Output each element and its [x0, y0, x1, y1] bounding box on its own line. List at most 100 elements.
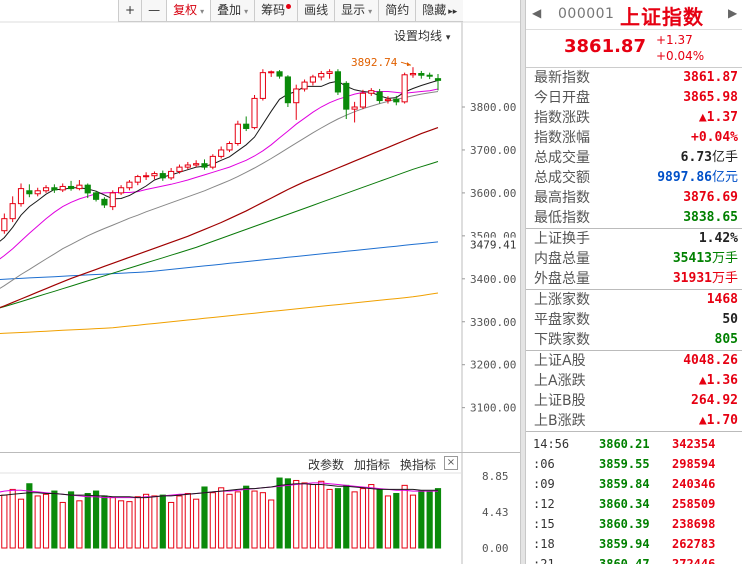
- tick-row: :12 3860.34 258509: [526, 494, 742, 514]
- switch-indicator-button[interactable]: 换指标: [400, 458, 437, 472]
- arrow-head-icon: [406, 62, 411, 67]
- stat-row: 总成交额 9897.86亿元: [526, 168, 742, 188]
- toolbar-item[interactable]: 复权 ▾: [166, 0, 211, 21]
- chevron-down-icon: ▾: [244, 7, 249, 16]
- tick-volume: 240346: [672, 477, 716, 491]
- tick-volume: 238698: [672, 517, 716, 531]
- stat-number: 264.92: [691, 393, 738, 408]
- tick-time: :06: [533, 457, 555, 471]
- volume-bar: [42, 493, 50, 549]
- breadth-stats: 上涨家数 1468 平盘家数 50 下跌家数 805: [526, 290, 742, 351]
- volume-bar: [17, 498, 25, 549]
- stat-value: 3876.69: [683, 188, 738, 208]
- tick-price: 3859.94: [599, 537, 650, 551]
- toolbar-item[interactable]: 叠加 ▾: [210, 0, 254, 21]
- stat-label: 上证A股: [534, 353, 586, 369]
- volume-bar: [351, 491, 358, 549]
- prev-stock-icon[interactable]: ◀: [532, 6, 542, 20]
- stat-value: 31931万手: [673, 269, 738, 289]
- tick-row: :18 3859.94 262783: [526, 534, 742, 554]
- next-stock-icon[interactable]: ▶: [728, 6, 738, 20]
- stat-value: 50: [722, 310, 738, 330]
- toolbar-item[interactable]: 显示 ▾: [334, 0, 378, 21]
- stat-row: 内盘总量 35413万手: [526, 249, 742, 269]
- modify-params-button[interactable]: 改参数: [308, 458, 345, 472]
- tick-volume: 272446: [672, 557, 716, 564]
- volume-bar: [151, 495, 158, 549]
- volume-bar: [51, 490, 58, 549]
- tick-row: 14:56 3860.21 342354: [526, 434, 742, 454]
- candle-body: [168, 170, 175, 179]
- stat-value: 805: [715, 330, 738, 350]
- candle-body: [409, 72, 417, 76]
- volume-bar: [359, 488, 367, 549]
- kline-chart[interactable]: 3800.003700.003600.003500.003400.003300.…: [0, 0, 520, 564]
- volume-bar: [334, 488, 342, 549]
- stat-label: 上证换手: [534, 231, 590, 247]
- stat-number: ▲1.36: [698, 373, 738, 388]
- toolbar-item[interactable]: 隐藏 ▸▸: [415, 0, 463, 21]
- toolbar-item[interactable]: 画线: [297, 0, 334, 21]
- toolbar-item-label: 显示: [341, 3, 366, 17]
- candle-body: [184, 164, 191, 168]
- ma120-line: [0, 241, 439, 280]
- candle-body: [176, 166, 183, 172]
- candle-body: [126, 181, 133, 189]
- stat-number: 6.73: [680, 150, 712, 165]
- volume-tick-label: 4.43: [482, 506, 509, 519]
- stat-row: 最新指数 3861.87: [526, 68, 742, 88]
- change-percent: +0.04%: [656, 49, 705, 63]
- volume-bar: [176, 495, 183, 549]
- close-icon[interactable]: ×: [444, 456, 458, 470]
- stat-row: 平盘家数 50: [526, 310, 742, 330]
- stat-label: 最新指数: [534, 70, 590, 86]
- price-tick-label: 3600.00: [470, 187, 516, 200]
- candle-body: [143, 175, 150, 178]
- stat-value: ▲1.70: [699, 411, 738, 431]
- volume-bar: [84, 492, 91, 549]
- ma20-line: [0, 91, 439, 289]
- candle-body: [276, 71, 283, 77]
- panel-splitter[interactable]: [520, 0, 526, 564]
- stat-number: 1468: [706, 292, 738, 307]
- volume-bar: [168, 501, 175, 549]
- candle-body: [434, 78, 442, 81]
- price-tick-label: 3800.00: [470, 101, 516, 114]
- candle-body: [218, 149, 225, 157]
- add-indicator-button[interactable]: 加指标: [354, 458, 391, 472]
- candle-body: [226, 143, 233, 151]
- candle-body: [26, 190, 33, 195]
- toolbar-item[interactable]: +: [118, 0, 141, 21]
- tick-price: 3860.34: [599, 497, 650, 511]
- candle-body: [343, 82, 350, 110]
- candle-body: [243, 123, 250, 129]
- price-tick-label: 3300.00: [470, 316, 516, 329]
- chevron-down-icon: ▾: [200, 7, 205, 16]
- ma-setting-button[interactable]: 设置均线 ▾: [394, 27, 450, 44]
- stat-label: 上B涨跌: [534, 413, 586, 429]
- candle-body: [59, 185, 66, 191]
- current-price-label: 3479.41: [470, 239, 516, 252]
- stat-label: 指数涨幅: [534, 130, 590, 146]
- tick-time: :18: [533, 537, 555, 551]
- kline-chart-area[interactable]: 3800.00 3700.00 3600.00 3500.00 3400.00 3300.…: [0, 0, 520, 564]
- candle-body: [318, 72, 325, 78]
- volume-bar: [101, 495, 108, 549]
- candle-body: [109, 192, 116, 208]
- toolbar-item[interactable]: 筹码: [254, 0, 297, 21]
- toolbar-item[interactable]: 简约: [378, 0, 415, 21]
- price-tick-label: 3700.00: [470, 144, 516, 157]
- toolbar-item[interactable]: —: [141, 0, 166, 21]
- stat-value: 6.73亿手: [681, 148, 738, 168]
- stat-row: 上A涨跌 ▲1.36: [526, 371, 742, 391]
- volume-bar: [143, 493, 150, 549]
- ma30-line: [0, 127, 439, 309]
- candle-body: [159, 173, 166, 179]
- high-price-annotation: 3892.74: [351, 56, 398, 69]
- volume-stats: 上证换手 1.42% 内盘总量 35413万手 外盘总量 31931万手: [526, 229, 742, 290]
- candle-body: [259, 72, 266, 99]
- candle-body: [284, 76, 291, 104]
- stat-number: 1.42%: [698, 231, 738, 246]
- tick-list[interactable]: 14:56 3860.21 342354:06 3859.55 298594:09 385…: [526, 432, 742, 564]
- candle-body: [84, 184, 91, 194]
